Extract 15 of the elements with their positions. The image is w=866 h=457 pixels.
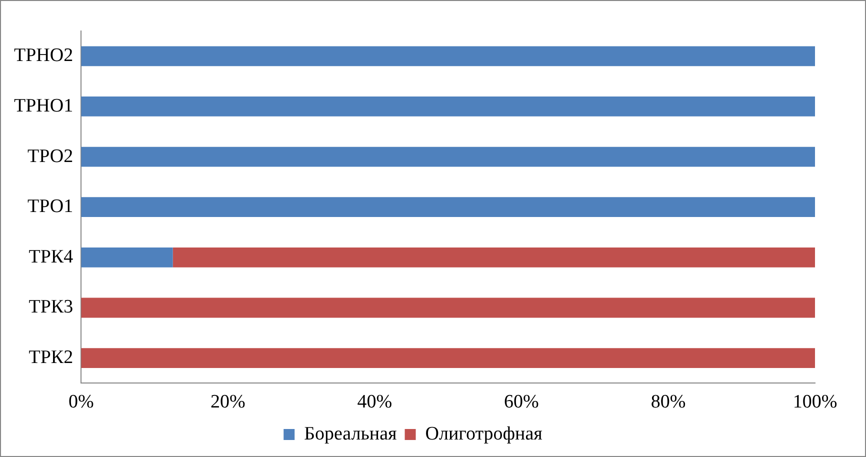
y-tick-label: ТРНО2 (14, 45, 74, 66)
x-tick-label: 20% (210, 392, 246, 413)
legend-label: Бореальная (304, 423, 398, 444)
y-tick-label: ТРК4 (28, 246, 74, 268)
x-tick-label: 0% (68, 392, 94, 413)
y-tick-label: ТРК2 (28, 347, 74, 368)
x-tick-label: 40% (357, 392, 392, 413)
y-tick-label: ТРК3 (28, 296, 74, 318)
x-tick-label: 100% (792, 392, 838, 413)
y-tick-label: ТРНО1 (14, 95, 74, 116)
y-tick-label: ТРО2 (27, 146, 74, 167)
x-tick-label: 80% (650, 392, 686, 413)
y-tick-label: ТРО1 (27, 196, 74, 218)
legend-label: Олиготрофная (425, 423, 543, 444)
x-tick-label: 60% (504, 392, 540, 413)
